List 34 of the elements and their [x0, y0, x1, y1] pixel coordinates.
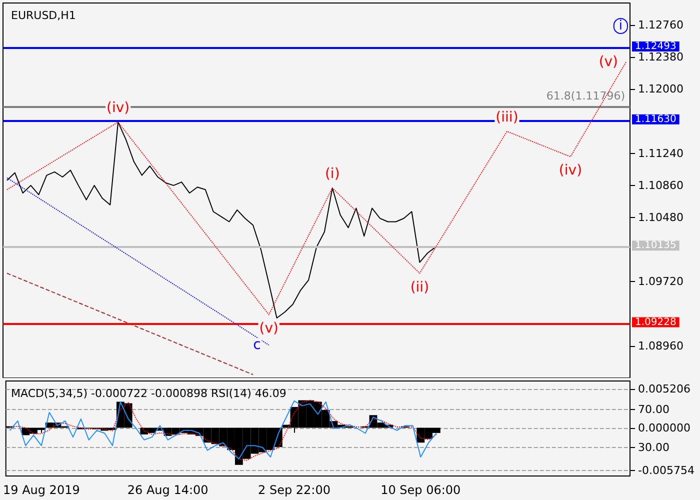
- y-tick-label: 0.005206: [638, 382, 690, 396]
- data-label: (v): [259, 320, 278, 337]
- ref-line-label: 61.8(1.11796): [546, 89, 625, 102]
- y-tick-label: -0.005754: [638, 464, 694, 477]
- ref-line-label: 1.10135: [635, 240, 676, 252]
- y2-tick-label: 30.00: [638, 441, 670, 454]
- data-label: (iv): [106, 100, 130, 116]
- data-label: c: [253, 337, 261, 354]
- ref-line-label: 1.12493: [635, 41, 676, 52]
- y-tick-label: 1.12000: [638, 82, 684, 96]
- x-tick-label: 19 Aug 2019: [2, 483, 80, 497]
- y-tick-label: 1.12380: [638, 50, 684, 64]
- ref-line-label: 1.11630: [635, 114, 676, 125]
- data-label: (v): [598, 54, 618, 70]
- data-label: (i): [324, 166, 340, 182]
- y-tick-label: 1.08960: [638, 339, 684, 352]
- data-label: (ii): [410, 279, 430, 296]
- ref-line-label: 1.09228: [635, 316, 676, 328]
- data-label: (iii): [496, 109, 518, 126]
- x-tick-label: 2 Sep 22:00: [258, 483, 330, 497]
- text: EURUSD,H1: [11, 9, 76, 22]
- y-tick-label: 1.11240: [638, 146, 684, 160]
- y-tick-label: 1.10480: [638, 211, 684, 224]
- y-tick-label: 0.000000: [638, 421, 690, 434]
- data-label: (iv): [558, 162, 582, 179]
- x-tick-label: 10 Sep 06:00: [380, 483, 461, 497]
- line-series: [6, 122, 436, 319]
- x-tick-label: 26 Aug 14:00: [127, 483, 208, 497]
- y-tick-label: 1.10860: [638, 178, 684, 192]
- y-tick-label: 1.12760: [638, 18, 684, 32]
- y-tick-label: 1.09720: [638, 275, 684, 288]
- annotation: i: [618, 18, 623, 34]
- text: MACD(5,34,5) -0.000722 -0.000898 RSI(14) 46.09: [11, 387, 286, 400]
- y2-tick-label: 70.00: [638, 403, 670, 416]
